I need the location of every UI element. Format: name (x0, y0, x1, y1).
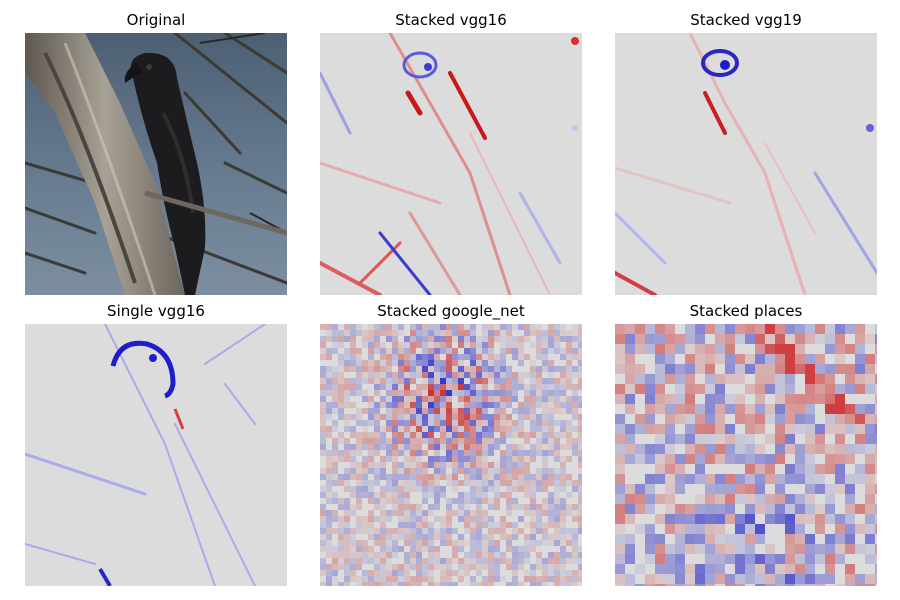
panel-title: Single vgg16 (107, 302, 205, 320)
panel-title: Stacked vgg19 (690, 11, 802, 29)
original-photo (25, 33, 287, 295)
stacked-places-heatmap (615, 324, 877, 586)
stacked-google-net-heatmap (320, 324, 582, 586)
single-vgg16-heatmap (25, 324, 287, 586)
panel-title: Stacked places (689, 302, 803, 320)
panel-title: Stacked google_net (377, 302, 525, 320)
stacked-vgg16-heatmap (320, 33, 582, 295)
panel-title: Original (126, 11, 186, 29)
panel-title: Stacked vgg16 (395, 11, 507, 29)
stacked-vgg19-heatmap (615, 33, 877, 295)
